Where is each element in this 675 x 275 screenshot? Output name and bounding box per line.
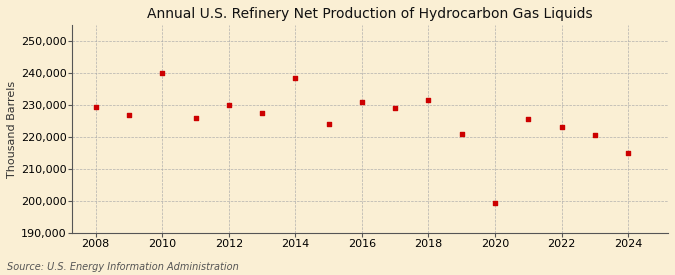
Point xyxy=(290,76,301,80)
Point xyxy=(623,151,634,155)
Text: Source: U.S. Energy Information Administration: Source: U.S. Energy Information Administ… xyxy=(7,262,238,272)
Point xyxy=(423,98,434,102)
Point xyxy=(323,122,334,127)
Point xyxy=(489,200,500,205)
Point xyxy=(190,116,201,120)
Point xyxy=(456,132,467,136)
Point xyxy=(223,103,234,107)
Point xyxy=(256,111,267,115)
Point xyxy=(389,106,400,111)
Point xyxy=(356,100,367,104)
Point xyxy=(589,133,600,138)
Y-axis label: Thousand Barrels: Thousand Barrels xyxy=(7,81,17,178)
Title: Annual U.S. Refinery Net Production of Hydrocarbon Gas Liquids: Annual U.S. Refinery Net Production of H… xyxy=(147,7,593,21)
Point xyxy=(523,117,534,122)
Point xyxy=(157,71,167,75)
Point xyxy=(124,112,134,117)
Point xyxy=(556,125,567,130)
Point xyxy=(90,104,101,109)
